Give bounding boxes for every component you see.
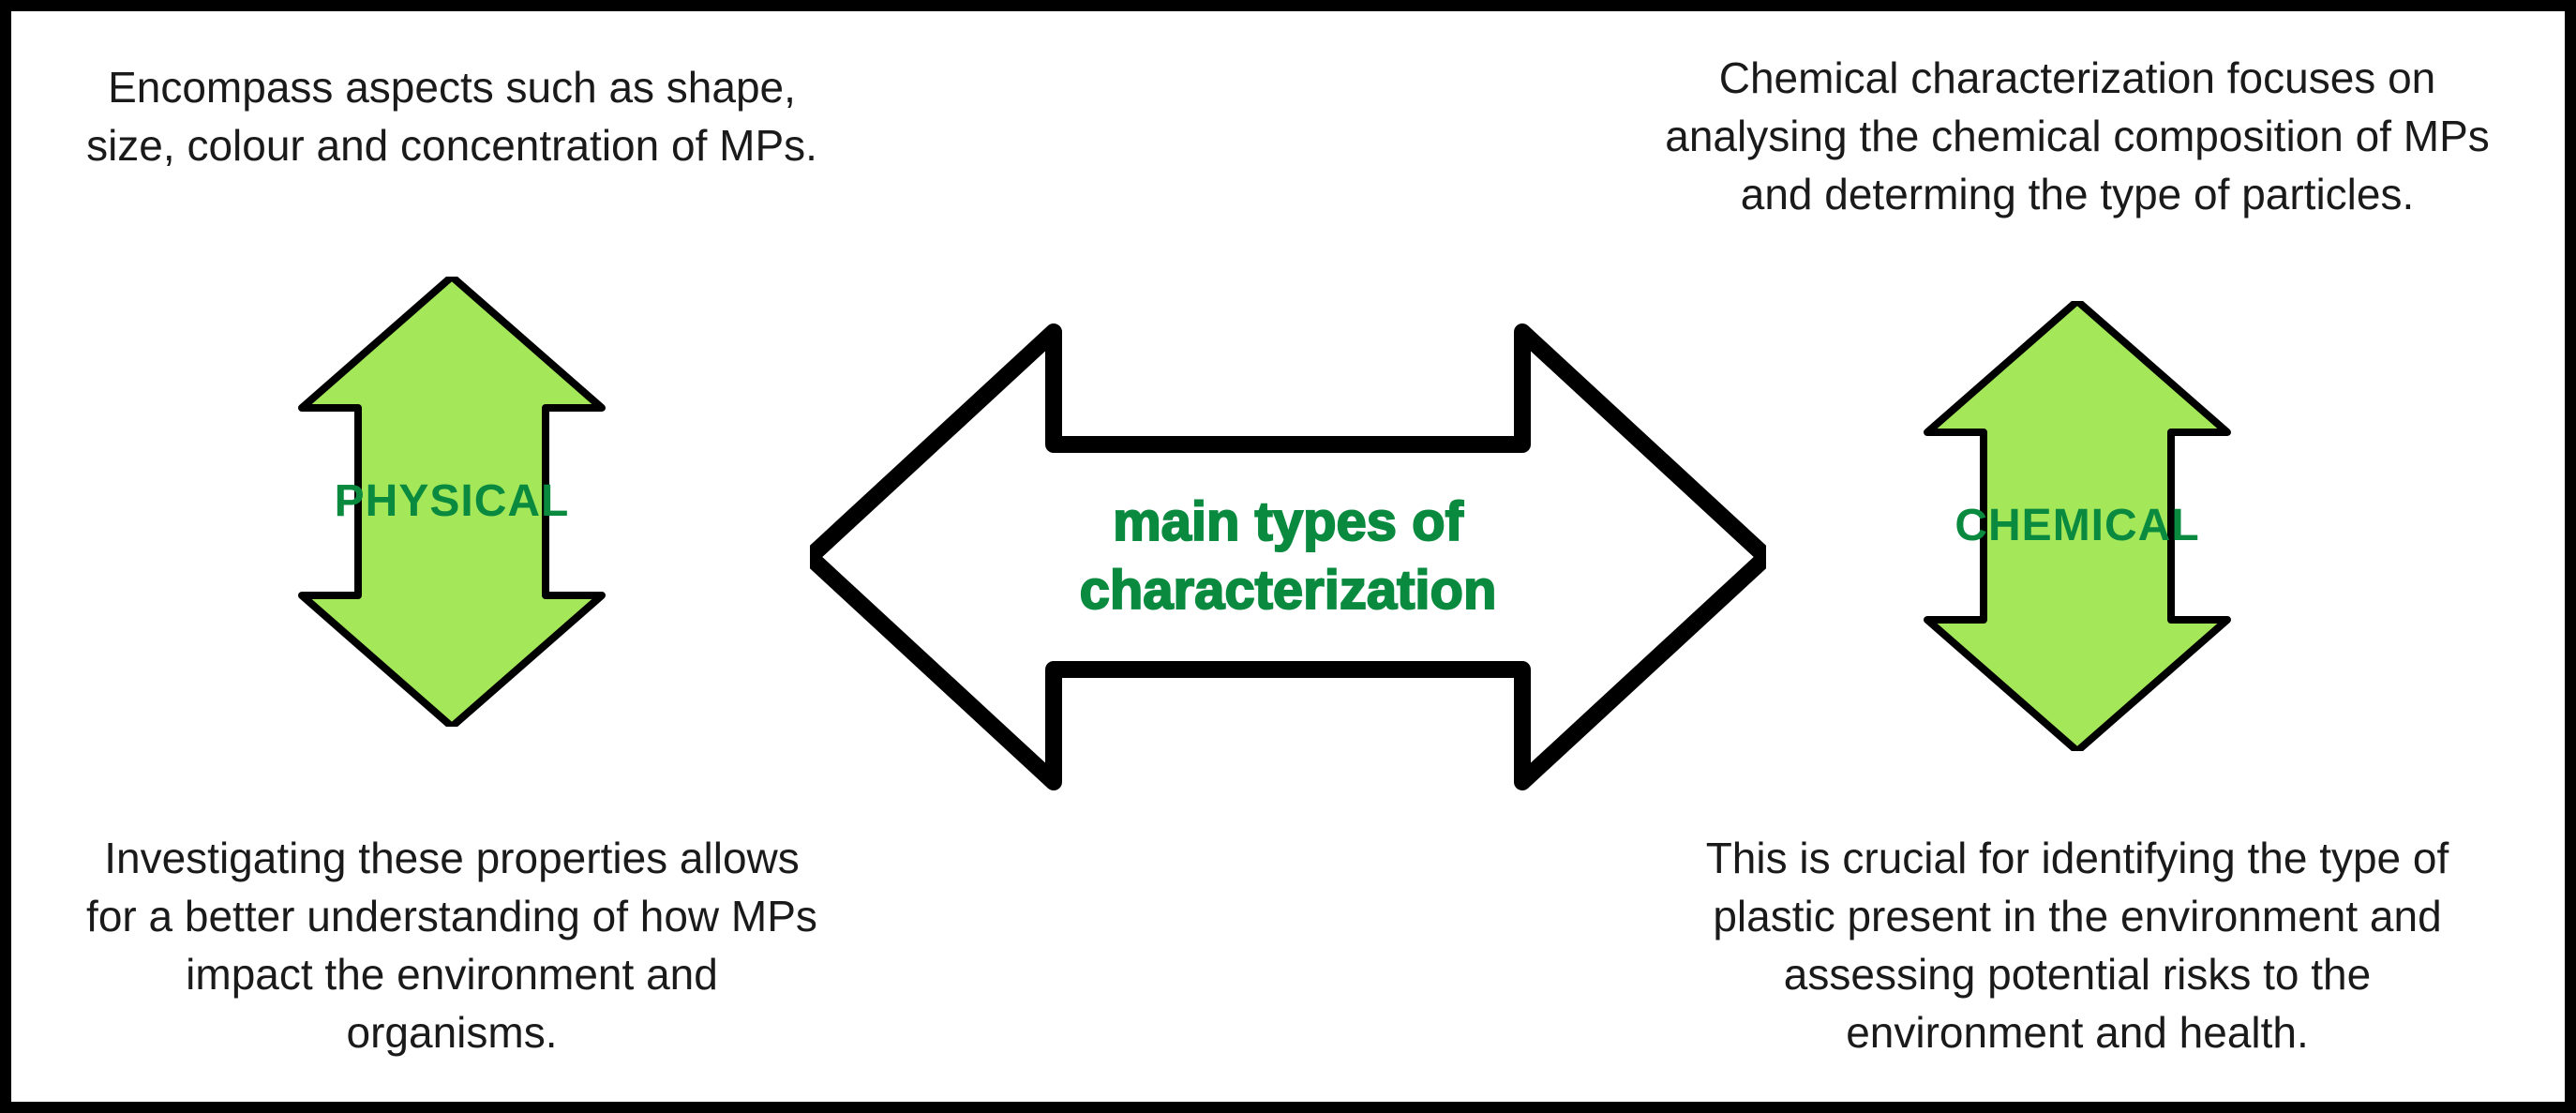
physical-column: Encompass aspects such as shape, size, c…	[86, 58, 817, 1061]
center-label-line1: main types of	[1113, 491, 1463, 552]
center-label: main types of characterization	[1080, 489, 1497, 624]
chemical-bottom-desc: This is crucial for identifying the type…	[1665, 829, 2490, 1061]
diagram-frame: Encompass aspects such as shape, size, c…	[0, 0, 2576, 1113]
center-arrow: main types of characterization	[810, 294, 1766, 820]
physical-bottom-desc: Investigating these properties allows fo…	[86, 829, 817, 1061]
chemical-label: CHEMICAL	[1954, 500, 2199, 551]
physical-arrow: PHYSICAL	[255, 277, 649, 727]
physical-top-desc: Encompass aspects such as shape, size, c…	[86, 58, 817, 174]
chemical-top-desc: Chemical characterization focuses on ana…	[1665, 49, 2490, 223]
chemical-arrow: CHEMICAL	[1880, 301, 2274, 751]
center-label-line2: characterization	[1080, 560, 1497, 621]
physical-label: PHYSICAL	[335, 475, 570, 527]
chemical-column: Chemical characterization focuses on ana…	[1665, 49, 2490, 1061]
